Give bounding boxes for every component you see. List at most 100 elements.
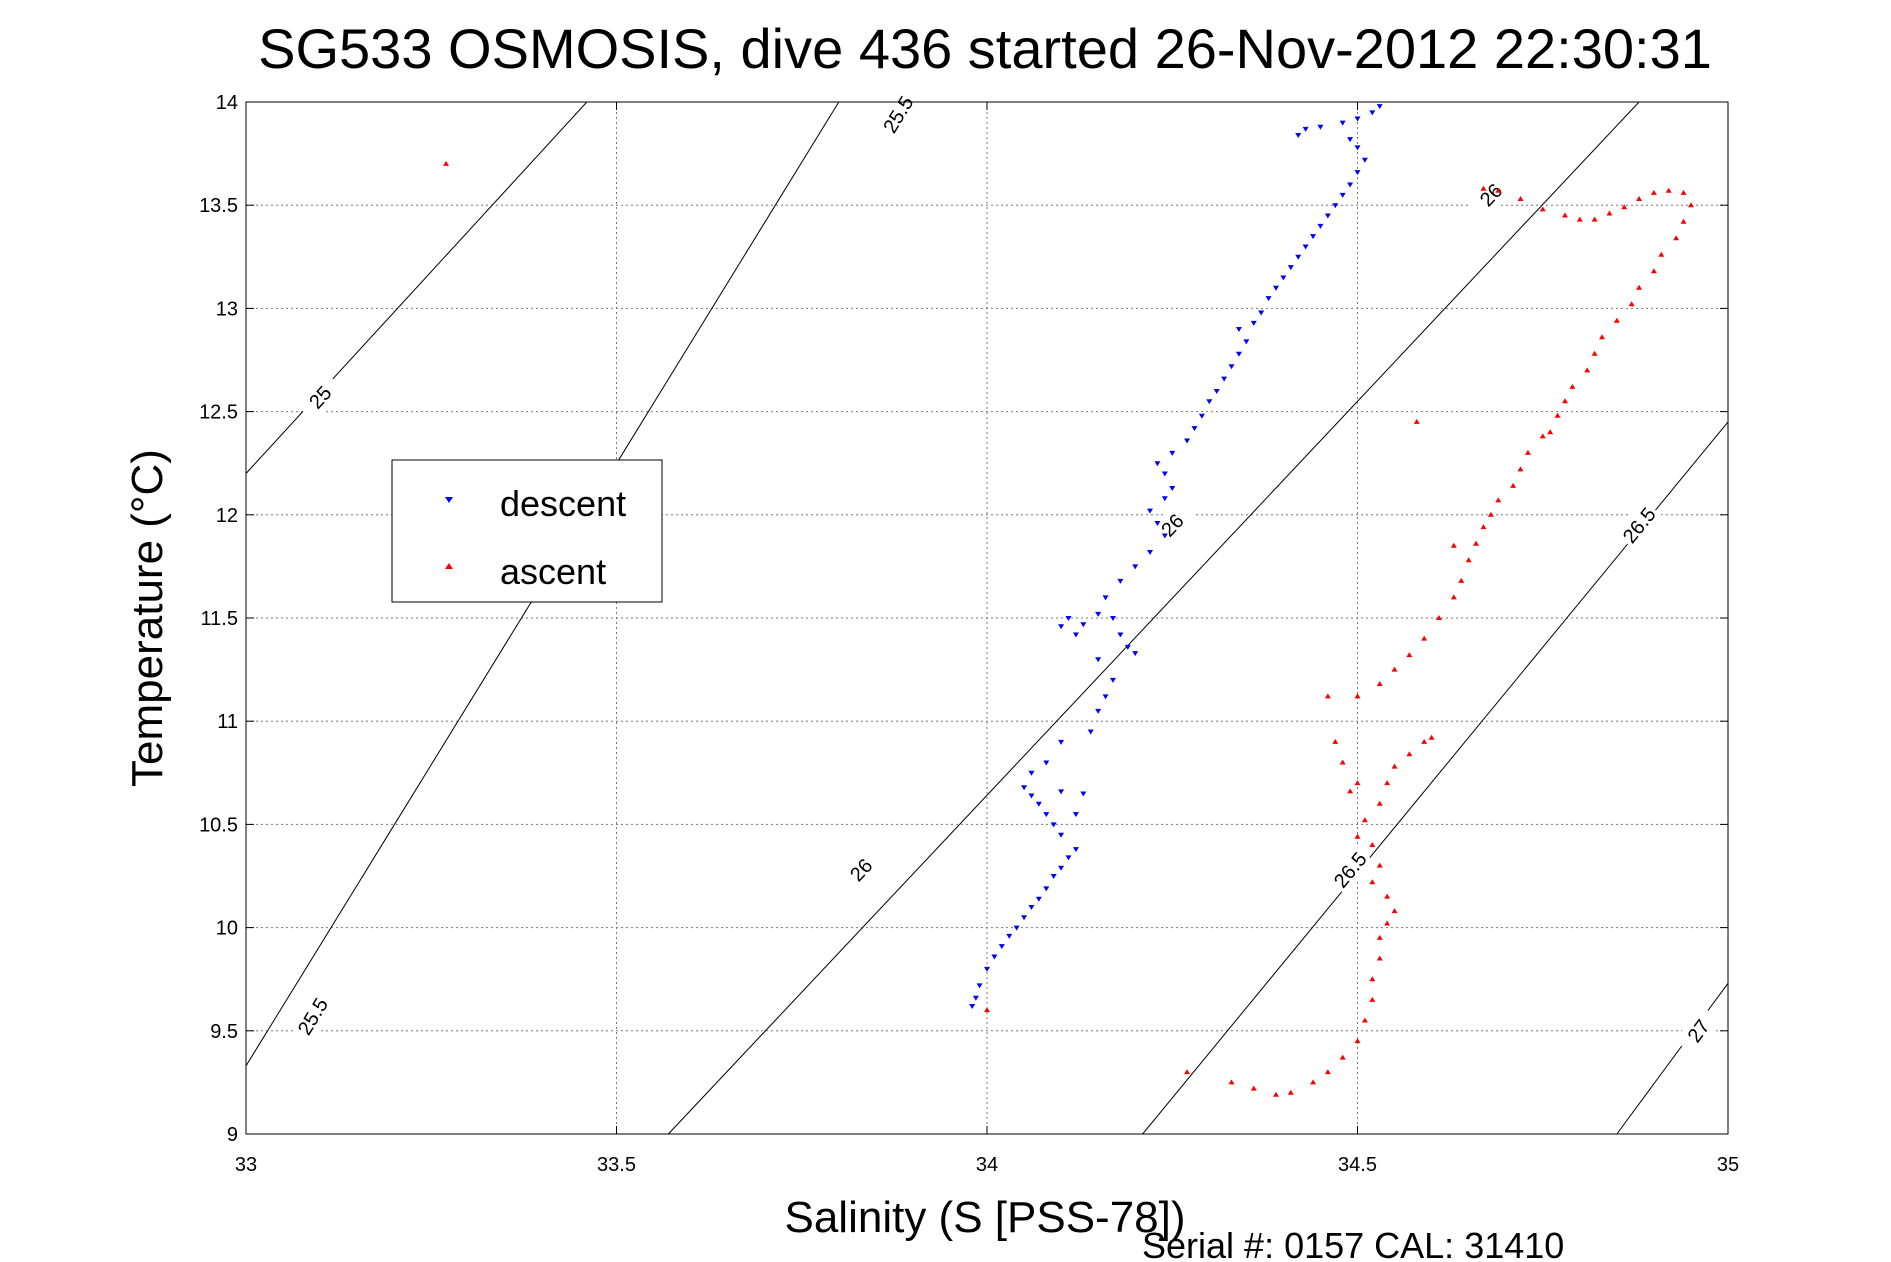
descent-point bbox=[1354, 116, 1361, 122]
descent-point bbox=[1043, 760, 1050, 766]
descent-point bbox=[1043, 812, 1050, 818]
ascent-point bbox=[1680, 189, 1687, 195]
ascent-point bbox=[1421, 635, 1428, 641]
ascent-point bbox=[1636, 196, 1643, 202]
descent-point bbox=[1132, 651, 1139, 657]
ascent-point bbox=[1547, 429, 1554, 435]
x-axis-label: Salinity (S [PSS-78]) bbox=[784, 1193, 1185, 1242]
ascent-point bbox=[1680, 218, 1687, 224]
descent-point bbox=[1124, 644, 1131, 650]
ascent-point bbox=[1480, 185, 1487, 191]
ascent-point bbox=[1421, 738, 1428, 744]
ascent-point bbox=[1480, 524, 1487, 530]
descent-point bbox=[1206, 399, 1213, 405]
ascent-point bbox=[1665, 187, 1672, 193]
descent-point bbox=[1287, 265, 1294, 271]
legend: descent ascent bbox=[391, 459, 663, 603]
legend-marker-descent bbox=[445, 497, 453, 503]
ascent-point bbox=[1391, 908, 1398, 914]
descent-point bbox=[1235, 327, 1242, 333]
ascent-point bbox=[1606, 210, 1613, 216]
ascent-point bbox=[1658, 251, 1665, 257]
ascent-point bbox=[1391, 763, 1398, 769]
descent-point bbox=[1132, 564, 1139, 570]
descent-point bbox=[1058, 739, 1065, 745]
ascent-point bbox=[1272, 1091, 1279, 1097]
descent-point bbox=[984, 966, 990, 972]
ascent-point bbox=[1376, 862, 1383, 868]
descent-point bbox=[1213, 388, 1220, 394]
descent-point bbox=[1058, 832, 1065, 838]
descent-point bbox=[1058, 789, 1065, 795]
ascent-point bbox=[1636, 284, 1643, 290]
descent-point bbox=[1295, 254, 1302, 260]
descent-point bbox=[1228, 364, 1235, 370]
descent-point bbox=[1117, 578, 1124, 584]
descent-point bbox=[1317, 124, 1324, 130]
ascent-point bbox=[1495, 187, 1502, 193]
serial-cal-footer: Serial #: 0157 CAL: 31410 bbox=[1142, 1225, 1564, 1262]
ascent-point bbox=[1376, 800, 1383, 806]
descent-point bbox=[972, 995, 979, 1001]
descent-point bbox=[1102, 694, 1109, 700]
descent-point bbox=[1302, 244, 1309, 250]
descent-point bbox=[1250, 320, 1257, 326]
ascent-point bbox=[1599, 334, 1606, 340]
x-tick-label: 34 bbox=[976, 1154, 998, 1176]
descent-point bbox=[1354, 170, 1361, 176]
contour-label-bg bbox=[290, 990, 336, 1042]
descent-point bbox=[1332, 203, 1339, 209]
x-tick-label: 33.5 bbox=[597, 1154, 636, 1176]
y-tick-label: 14 bbox=[216, 92, 238, 114]
descent-point bbox=[1280, 275, 1287, 281]
ascent-point bbox=[1324, 1069, 1331, 1075]
descent-point bbox=[1080, 791, 1087, 797]
ascent-point bbox=[1591, 216, 1598, 222]
descent-point bbox=[1154, 461, 1161, 467]
descent-point bbox=[1147, 549, 1154, 555]
descent-point bbox=[1169, 485, 1176, 491]
legend-label-ascent: ascent bbox=[500, 551, 606, 592]
ascent-point bbox=[1228, 1079, 1235, 1085]
ascent-point bbox=[1687, 202, 1694, 208]
descent-point bbox=[1013, 925, 1020, 931]
contour-line bbox=[245, 101, 588, 474]
ascent-point bbox=[1354, 780, 1361, 786]
x-tick-label: 33 bbox=[235, 1154, 257, 1176]
descent-point bbox=[998, 944, 1005, 950]
descent-point bbox=[1295, 133, 1302, 139]
x-ticks: 33 33.5 34 34.5 35 bbox=[235, 102, 1739, 1176]
ascent-point bbox=[1250, 1085, 1257, 1091]
descent-point bbox=[1050, 874, 1057, 879]
ascent-point bbox=[1487, 511, 1494, 517]
ascent-point bbox=[1369, 842, 1376, 848]
x-tick-label: 34.5 bbox=[1338, 1154, 1377, 1176]
descent-point bbox=[1065, 855, 1072, 861]
ascent-point bbox=[1561, 398, 1568, 404]
descent-point bbox=[1361, 157, 1368, 163]
ascent-point bbox=[1324, 693, 1331, 699]
contour-line bbox=[668, 101, 1640, 1135]
descent-point bbox=[1198, 413, 1205, 419]
y-tick-label: 10 bbox=[216, 918, 238, 940]
descent-point bbox=[1102, 595, 1109, 601]
descent-point bbox=[1050, 822, 1057, 828]
y-tick-label: 9 bbox=[227, 1124, 238, 1146]
ascent-point bbox=[1584, 367, 1591, 373]
descent-point bbox=[1376, 104, 1383, 110]
y-tick-label: 12.5 bbox=[199, 402, 238, 424]
descent-point bbox=[1021, 785, 1028, 791]
descent-point bbox=[1347, 182, 1354, 188]
ascent-point bbox=[1628, 301, 1635, 307]
ascent-point bbox=[1413, 418, 1420, 424]
descent-point bbox=[1347, 137, 1354, 143]
ascent-point bbox=[1450, 542, 1457, 548]
y-tick-label: 13.5 bbox=[199, 195, 238, 217]
y-tick-label: 13 bbox=[216, 298, 238, 320]
descent-point bbox=[1339, 192, 1346, 198]
descent-point bbox=[1161, 496, 1168, 502]
ascent-point bbox=[1524, 449, 1531, 455]
descent-point bbox=[1072, 632, 1079, 638]
descent-point bbox=[1035, 801, 1042, 807]
ascent-point bbox=[1376, 955, 1383, 961]
